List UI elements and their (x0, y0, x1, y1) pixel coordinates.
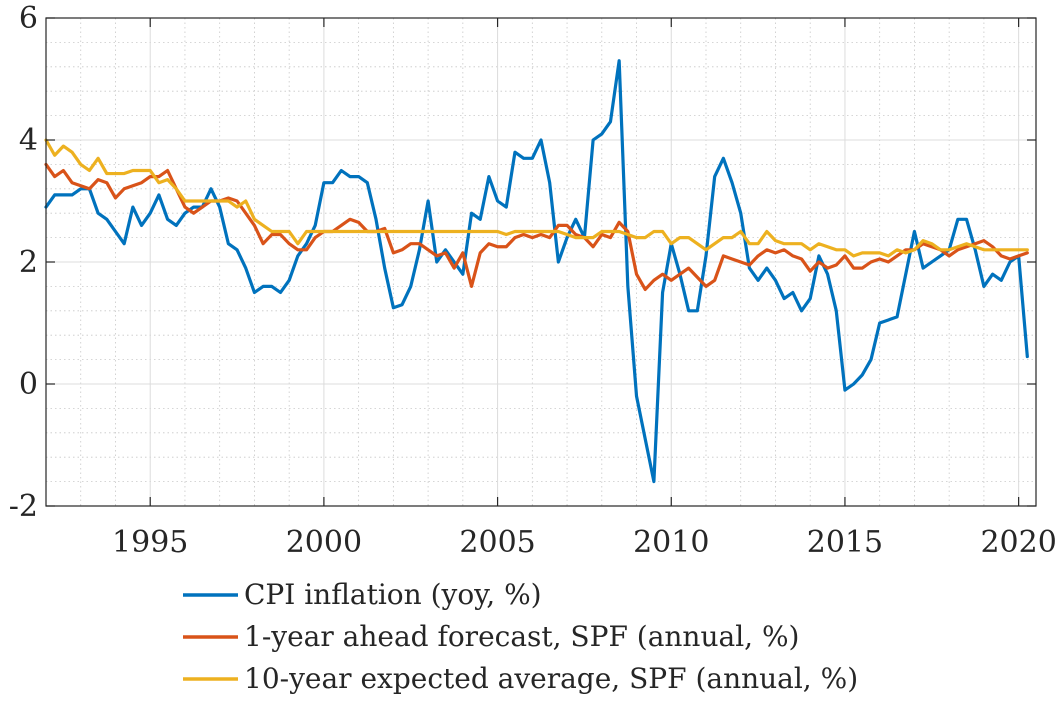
legend-entry-2: 1-year ahead forecast, SPF (annual, %) (183, 620, 799, 653)
y-tick-label: 0 (19, 367, 38, 402)
y-tick-label: 4 (19, 123, 38, 158)
x-tick-label: 2005 (459, 525, 535, 560)
legend-label: 1-year ahead forecast, SPF (annual, %) (244, 620, 799, 653)
x-tick-label: 2010 (633, 525, 709, 560)
legend-label: 10-year expected average, SPF (annual, %… (244, 662, 858, 695)
x-tick-label: 2020 (980, 525, 1056, 560)
y-tick-label: 2 (19, 245, 38, 280)
legend-entry-3: 10-year expected average, SPF (annual, %… (183, 662, 858, 695)
x-axis-tick-labels: 1995 2000 2005 2010 2015 2020 (112, 525, 1056, 560)
axis-ticks (46, 17, 1036, 507)
legend: CPI inflation (yoy, %) 1-year ahead forec… (183, 578, 858, 695)
y-axis-tick-labels: -2 0 2 4 6 (9, 1, 38, 524)
series-line-3 (44, 138, 1029, 258)
x-tick-label: 2000 (286, 525, 362, 560)
legend-entry-1: CPI inflation (yoy, %) (183, 578, 542, 611)
y-tick-label: 6 (19, 1, 38, 36)
x-tick-label: 1995 (112, 525, 188, 560)
series-line-1 (44, 59, 1029, 484)
x-tick-label: 2015 (807, 525, 883, 560)
y-tick-label: -2 (9, 489, 38, 524)
series-layer (44, 59, 1029, 484)
legend-label: CPI inflation (yoy, %) (244, 578, 542, 611)
